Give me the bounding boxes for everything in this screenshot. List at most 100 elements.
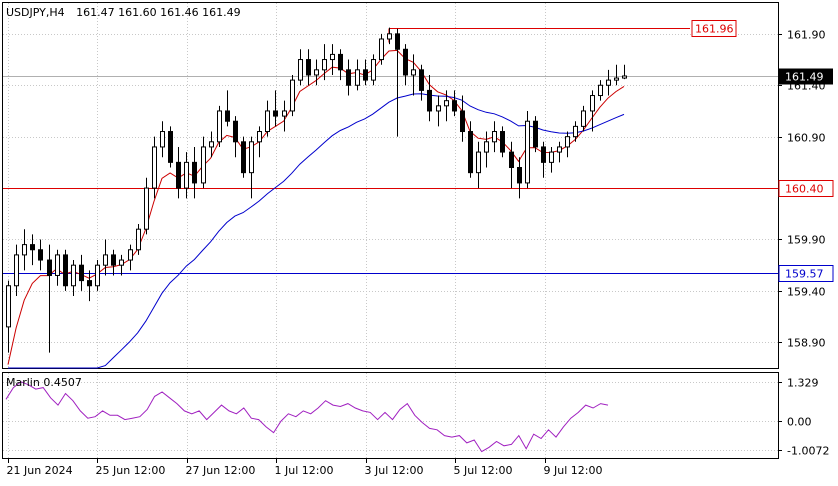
candle [590,90,595,132]
candle [87,270,92,302]
candle-body [47,259,52,276]
candle [436,95,441,127]
candle-body [419,69,424,91]
candle [411,54,416,96]
candle-body [184,161,189,189]
candle-body [598,84,603,97]
candle [217,105,222,147]
candle [614,64,619,86]
indicator-tick-label: 0.00 [787,416,812,429]
resistance-label: 161.96 [695,23,734,36]
candle [71,260,76,297]
candle-body [38,249,43,261]
candles [6,27,627,353]
candle [290,74,295,117]
candle [209,131,214,158]
candle [192,146,197,199]
candle [403,44,408,86]
candle [6,280,11,353]
candle [395,28,400,137]
candle-body [622,75,627,79]
indicator-line [5,381,609,453]
candle [47,244,52,353]
candle-body [128,249,133,261]
symbol-label: USDJPY,H4 161.47 161.60 161.46 161.49 [6,6,241,19]
candle-body [257,131,262,143]
candle-body [509,151,514,169]
x-tick-label: 27 Jun 12:00 [186,464,256,477]
candle [201,136,206,189]
horizontal-levels[interactable]: 161.96 160.40 159.57 [3,20,834,282]
candle-body [322,59,327,71]
candle-body [460,110,465,133]
candle-body [119,259,124,266]
main-panel-frame [2,2,779,369]
candle [160,121,165,158]
candle-body [192,161,197,184]
candle [622,64,627,80]
candle-body [581,110,586,127]
candle-body [176,161,181,189]
candle [606,69,611,96]
candle [79,254,84,291]
candle-body [379,38,384,61]
candle-body [55,254,60,276]
candle [476,141,481,189]
candle-body [355,69,360,86]
candle [573,121,578,142]
candle-body [395,33,400,50]
candle [581,105,586,132]
candle [525,110,530,189]
resistance-box [691,20,737,37]
candle [355,59,360,91]
candle-body [363,69,368,81]
candle [322,44,327,81]
candle [444,90,449,122]
candle [249,136,254,199]
candle-body [314,69,319,76]
candle [484,131,489,168]
candle-body [338,53,343,71]
y-tick-label: 159.40 [787,286,826,299]
current-price-tag [779,68,833,85]
x-tick-label: 5 Jul 12:00 [454,464,513,477]
candle-body [403,48,408,76]
x-tick-label: 9 Jul 12:00 [544,464,603,477]
current-price-label: 161.49 [785,71,824,84]
candle [282,100,287,132]
candle [598,80,603,101]
candle [144,177,149,235]
candle-body [371,59,376,81]
candle [427,74,432,122]
candle-body [282,110,287,117]
candle-body [111,254,116,266]
ohlc-values: 161.47 161.60 161.46 161.49 [76,6,240,19]
candle-body [209,141,214,148]
candle [298,49,303,86]
candle-body [330,53,335,61]
candle-body [103,254,108,266]
x-tick-label: 1 Jul 12:00 [275,464,334,477]
candle-body [265,110,270,133]
candle-body [557,146,562,153]
indicator-label: Marlin 0.4507 [6,376,82,389]
candle-body [573,125,578,138]
candle [55,249,60,286]
candle [119,254,124,276]
candle-body [160,131,165,148]
candle-body [144,187,149,230]
candle-body [249,141,254,174]
candle-body [201,146,206,184]
candle [257,126,262,158]
candle-body [14,254,19,287]
candle-body [273,110,278,117]
candle-body [95,264,100,287]
y-tick-label: 161.90 [787,29,826,42]
candle-body [306,59,311,76]
candle [379,33,384,65]
candle [176,146,181,199]
candle [184,152,189,199]
candle-body [71,264,76,287]
